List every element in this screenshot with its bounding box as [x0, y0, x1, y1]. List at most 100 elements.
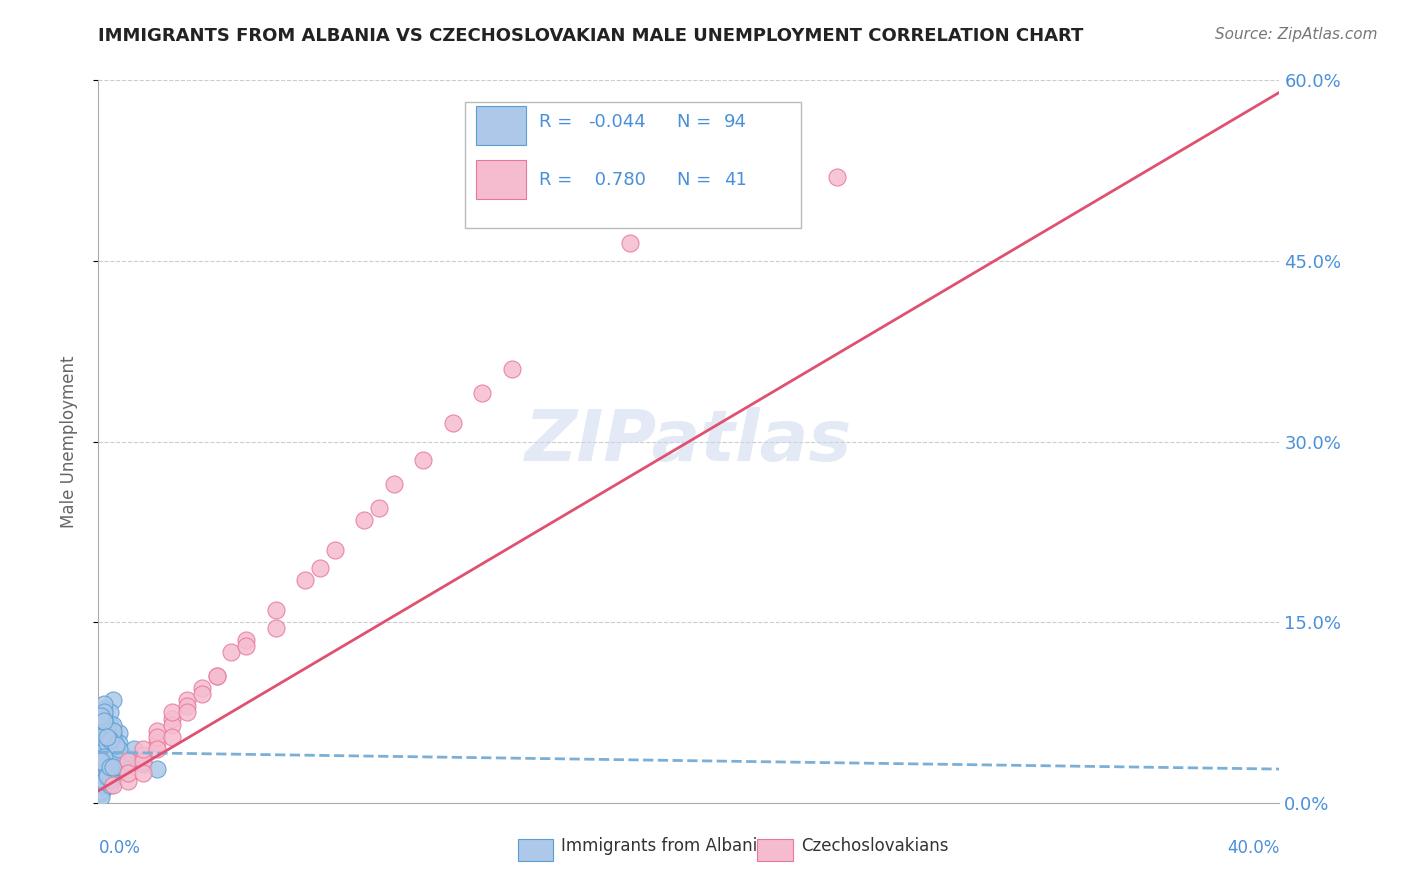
Text: Immigrants from Albania: Immigrants from Albania: [561, 838, 768, 855]
Point: [737, 187, 759, 202]
Text: ZIPatlas: ZIPatlas: [526, 407, 852, 476]
Point: [93, 781, 115, 796]
Point: [103, 726, 125, 740]
Point: [90, 754, 112, 768]
Point: [471, 386, 494, 401]
Text: R =: R =: [538, 112, 578, 131]
FancyBboxPatch shape: [758, 838, 793, 861]
Point: [191, 681, 214, 696]
FancyBboxPatch shape: [477, 105, 526, 145]
Point: [90, 778, 112, 792]
Point: [103, 733, 125, 747]
Point: [176, 693, 198, 707]
Point: [96, 765, 118, 780]
Point: [96, 769, 118, 783]
Point: [105, 750, 128, 764]
Point: [221, 645, 243, 659]
Point: [96, 730, 118, 744]
Point: [294, 573, 316, 587]
Point: [93, 697, 115, 711]
Point: [96, 726, 118, 740]
Point: [98, 757, 121, 772]
Point: [441, 417, 464, 431]
Point: [96, 721, 118, 735]
Point: [93, 709, 115, 723]
Point: [111, 750, 134, 764]
Text: Czechoslovakians: Czechoslovakians: [801, 838, 949, 855]
Point: [108, 762, 131, 776]
Point: [93, 741, 115, 756]
Text: 0.780: 0.780: [589, 170, 645, 188]
Point: [90, 754, 112, 768]
Point: [146, 730, 169, 744]
Text: 41: 41: [724, 170, 747, 188]
Text: 94: 94: [724, 112, 748, 131]
Point: [103, 730, 125, 744]
Point: [108, 741, 131, 756]
Point: [103, 693, 125, 707]
FancyBboxPatch shape: [517, 838, 553, 861]
Point: [90, 721, 112, 735]
Point: [96, 747, 118, 762]
Point: [90, 765, 112, 780]
Point: [132, 754, 155, 768]
Text: 0.0%: 0.0%: [98, 838, 141, 857]
Point: [98, 778, 121, 792]
Point: [103, 772, 125, 786]
Point: [162, 730, 183, 744]
Point: [96, 762, 118, 776]
Text: N =: N =: [678, 170, 717, 188]
Point: [117, 765, 139, 780]
Point: [619, 235, 641, 250]
Point: [90, 709, 112, 723]
Point: [90, 741, 112, 756]
Point: [98, 760, 121, 774]
Point: [412, 452, 434, 467]
Text: Source: ZipAtlas.com: Source: ZipAtlas.com: [1215, 27, 1378, 42]
Point: [323, 542, 346, 557]
Point: [98, 730, 121, 744]
Point: [93, 706, 115, 720]
Point: [105, 754, 128, 768]
Text: R =: R =: [538, 170, 578, 188]
Point: [117, 754, 139, 768]
Point: [105, 738, 128, 752]
Point: [93, 750, 115, 764]
Point: [103, 730, 125, 744]
Point: [96, 750, 118, 764]
Point: [105, 754, 128, 768]
Point: [90, 730, 112, 744]
Point: [93, 741, 115, 756]
Point: [98, 772, 121, 786]
Text: -0.044: -0.044: [589, 112, 647, 131]
Point: [132, 765, 155, 780]
Point: [98, 765, 121, 780]
Point: [90, 733, 112, 747]
Point: [98, 747, 121, 761]
Point: [93, 757, 115, 772]
Point: [105, 762, 128, 776]
Point: [93, 714, 115, 728]
Point: [146, 735, 169, 749]
FancyBboxPatch shape: [464, 102, 801, 228]
Point: [501, 362, 523, 376]
Point: [93, 762, 115, 776]
Point: [90, 750, 112, 764]
Point: [111, 760, 134, 774]
Point: [117, 774, 139, 789]
Point: [90, 730, 112, 744]
Point: [93, 760, 115, 774]
Point: [105, 745, 128, 759]
Point: [825, 169, 848, 184]
Point: [162, 717, 183, 731]
Point: [191, 687, 214, 701]
Point: [96, 738, 118, 752]
Point: [96, 757, 118, 772]
Point: [103, 760, 125, 774]
Point: [132, 757, 155, 772]
Point: [132, 747, 155, 762]
Point: [146, 762, 169, 776]
Point: [176, 706, 198, 720]
Point: [93, 712, 115, 726]
Point: [103, 723, 125, 738]
